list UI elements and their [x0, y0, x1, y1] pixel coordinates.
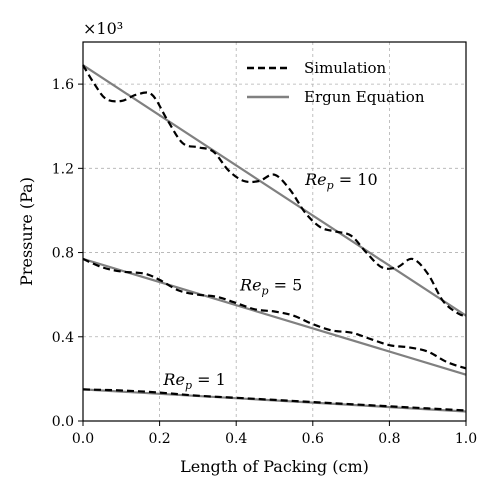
y-axis-title: Pressure (Pa)	[17, 177, 36, 286]
x-tick-label: 0.6	[302, 431, 324, 447]
simulation-line-1	[82, 388, 467, 412]
grid-lines	[83, 42, 466, 421]
y-tick-label: 1.2	[52, 161, 74, 177]
plot-series	[82, 64, 467, 413]
curve-label: Rep = 1	[162, 370, 225, 392]
curve-annotations: Rep = 10 Rep = 5 Rep = 1	[162, 170, 377, 392]
chart-legend: Simulation Ergun Equation	[247, 59, 425, 106]
ergun-line-10	[82, 64, 467, 317]
legend-label-simulation: Simulation	[304, 59, 387, 77]
simulation-line-10	[82, 64, 467, 317]
x-tick-label: 0.0	[72, 431, 94, 447]
axis-ticks: 0.0 0.2 0.4 0.6 0.8 1.0 0.0 0.4 0.8 1.2 1.6	[52, 77, 477, 447]
x-axis-title: Length of Packing (cm)	[180, 457, 369, 476]
x-tick-label: 0.2	[148, 431, 170, 447]
legend-label-ergun: Ergun Equation	[304, 88, 425, 106]
y-tick-label: 0.0	[52, 414, 74, 430]
x-tick-label: 0.4	[225, 431, 247, 447]
curve-label: Rep = 5	[239, 275, 302, 297]
y-scale-multiplier: ×10³	[83, 19, 123, 38]
y-tick-label: 0.8	[52, 246, 74, 262]
x-tick-label: 0.8	[378, 431, 400, 447]
simulation-line-5	[82, 257, 467, 370]
y-tick-label: 1.6	[52, 77, 74, 93]
x-tick-label: 1.0	[455, 431, 477, 447]
ergun-line-5	[82, 257, 467, 376]
curve-label: Rep = 10	[304, 170, 378, 192]
plot-frame	[82, 41, 467, 422]
y-tick-label: 0.4	[52, 330, 74, 346]
